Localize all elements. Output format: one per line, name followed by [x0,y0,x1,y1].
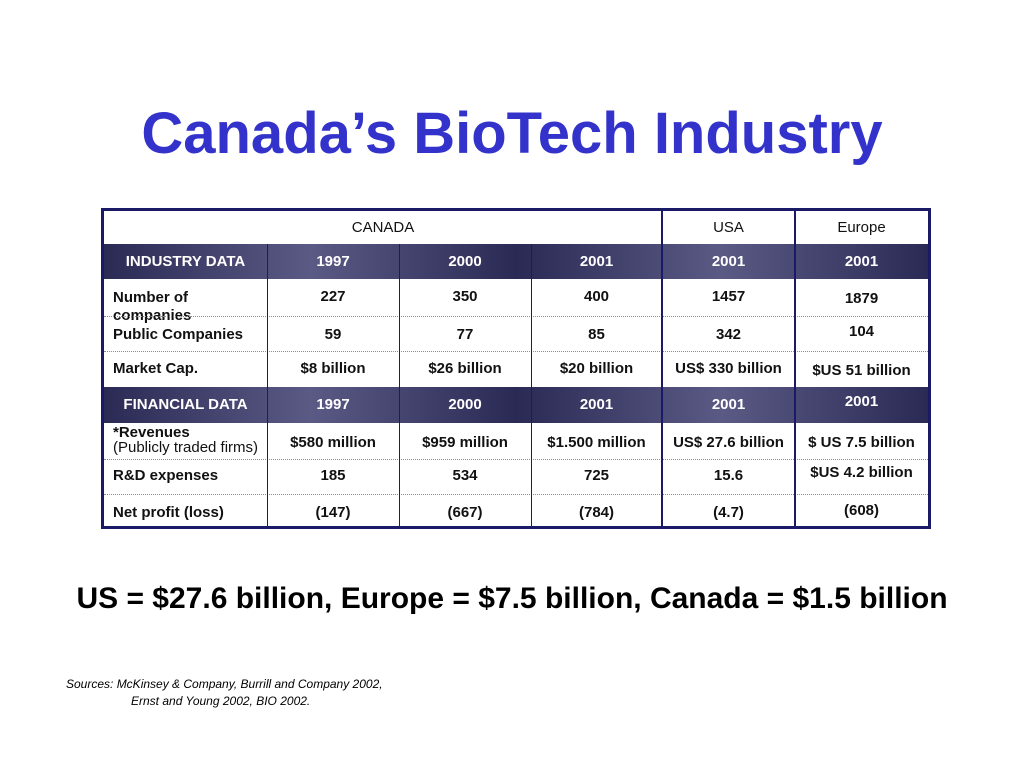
table-cell: $26 billion [428,360,502,377]
table-cell: 185 [320,467,346,484]
industry-year-cell: 2000 [448,253,482,270]
table-cell: (147) [315,504,351,521]
table-cell: 1879 [844,290,879,307]
region-divider [794,211,796,529]
table-cell: $8 billion [300,360,366,377]
financial-year-cell: 2000 [448,396,482,413]
table-cell: 534 [452,467,478,484]
column-divider [267,244,268,529]
revenues-label-cell: *Revenues (Publicly traded firms) [104,423,279,459]
table-cell: $1.500 million [547,434,646,451]
table-cell: 350 [452,288,478,305]
revenue-summary: US = $27.6 billion, Europe = $7.5 billio… [76,582,948,615]
table-row: Net profit (loss) (147) (667) (784) (4.7… [104,494,928,529]
table-cell: (608) [843,502,880,519]
industry-data-band: INDUSTRY DATA 1997 2000 2001 2001 2001 [104,244,928,279]
table-row: Market Cap. $8 billion $26 billion $20 b… [104,351,928,387]
region-divider [661,211,663,529]
industry-year-cell: 2001 [711,253,746,270]
row-divider [104,494,928,495]
sources-line-2: Ernst and Young 2002, BIO 2002. [131,694,311,708]
region-usa: USA [713,219,744,236]
row-label: *Revenues [113,424,190,441]
sources-note: Sources: McKinsey & Company, Burrill and… [66,676,383,710]
table-cell: US$ 27.6 billion [673,434,784,451]
row-divider [104,316,928,317]
region-canada: CANADA [351,219,415,236]
financial-year-cell: 2001 [844,393,879,410]
table-cell: 227 [320,288,346,305]
industry-year-cell: 2001 [579,253,614,270]
table-cell: 85 [588,326,605,343]
row-label: Number of companies [113,289,192,324]
table-cell: 77 [456,326,474,343]
financial-year-cell: 1997 [316,396,350,413]
region-header-row: CANADA USA Europe [104,211,928,244]
row-sublabel: (Publicly traded firms) [113,439,259,456]
table-cell: 400 [583,288,610,305]
biotech-data-table: CANADA USA Europe INDUSTRY DATA 1997 200… [101,208,931,529]
column-divider [531,244,532,529]
table-row: *Revenues (Publicly traded firms) $580 m… [104,423,928,459]
table-cell: $US 4.2 billion [810,464,913,481]
industry-year-cell: 1997 [316,253,350,270]
industry-data-label: INDUSTRY DATA [125,253,246,270]
table-cell: 725 [583,467,610,484]
table-cell: 1457 [711,288,746,305]
table-cell: (784) [578,504,615,521]
slide-title: Canada’s BioTech Industry [141,101,883,166]
table-cell: $ US 7.5 billion [808,434,915,451]
row-divider [104,459,928,460]
financial-year-cell: 2001 [579,396,614,413]
table-cell: $580 million [290,434,376,451]
table-cell: $20 billion [559,360,634,377]
table-row: Public Companies 59 77 85 342 104 [104,316,928,351]
row-divider [104,351,928,352]
table-cell: US$ 330 billion [675,360,782,377]
table-cell: (667) [447,504,483,521]
row-label: R&D expenses [113,467,219,484]
table-cell: 15.6 [713,467,744,484]
table-row: R&D expenses 185 534 725 15.6 $US 4.2 bi… [104,459,928,494]
table-cell: 104 [848,323,875,340]
row-label: Market Cap. [113,360,199,377]
sources-line-1: Sources: McKinsey & Company, Burrill and… [66,677,383,691]
row-label: Public Companies [113,326,244,343]
industry-year-cell: 2001 [844,253,879,270]
region-europe: Europe [837,219,886,236]
table-cell: 342 [715,326,742,343]
financial-year-cell: 2001 [711,396,746,413]
table-cell: 59 [324,326,342,343]
table-cell: $959 million [422,434,508,451]
table-cell: $US 51 billion [812,362,911,379]
financial-data-label: FINANCIAL DATA [123,396,248,413]
table-cell: (4.7) [713,504,744,521]
column-divider [399,244,400,529]
financial-data-band: FINANCIAL DATA 1997 2000 2001 2001 2001 [104,387,928,423]
table-row: Number of companies 227 350 400 1457 187… [104,279,928,324]
row-label: Net profit (loss) [113,504,224,521]
